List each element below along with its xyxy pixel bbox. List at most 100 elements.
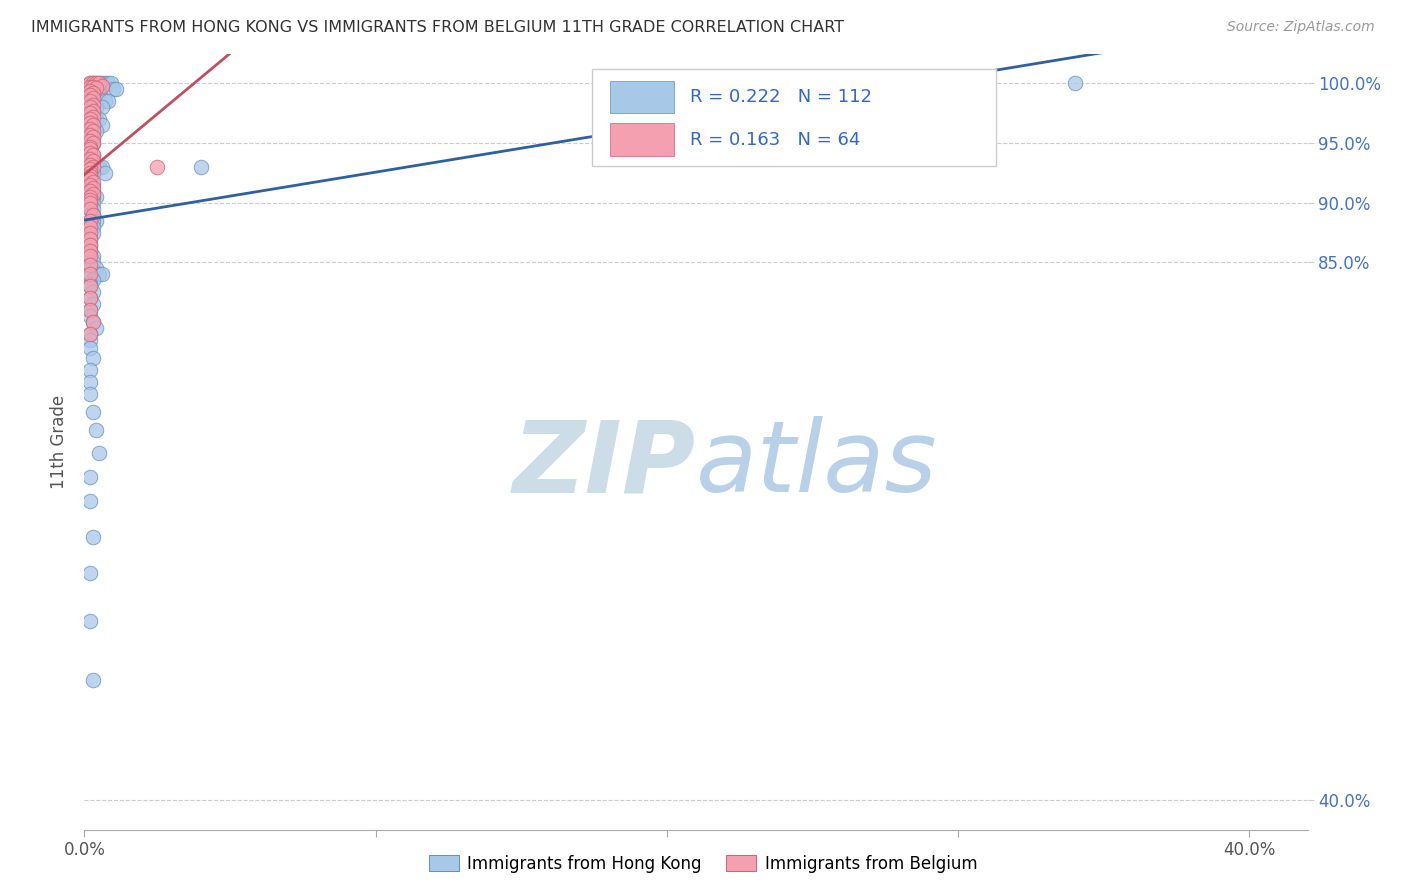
Point (82, 273, 104, 287)
Point (79, 172, 101, 186)
Point (93, 76, 115, 90)
Point (82, 110, 104, 124)
FancyBboxPatch shape (592, 69, 995, 166)
Point (82, 118, 104, 132)
Point (79, 139, 101, 153)
Point (82, 250, 104, 264)
FancyBboxPatch shape (610, 123, 673, 156)
Point (82, 112, 104, 127)
Point (79, 279, 101, 293)
Point (79, 279, 101, 293)
Point (84, 423, 107, 437)
Point (82, 190, 104, 204)
Point (79, 327, 101, 342)
Point (79, 231, 101, 245)
Point (84, 76, 107, 90)
Point (82, 76, 104, 90)
Point (79, 178, 101, 192)
Point (82, 130, 104, 145)
Point (82, 315, 104, 329)
Point (79, 277, 101, 291)
Point (82, 208, 104, 222)
Point (82, 136, 104, 150)
Point (79, 79, 101, 94)
Point (97, 76, 120, 90)
Point (79, 470, 101, 484)
Point (79, 106, 101, 120)
Point (82, 181, 104, 195)
Point (82, 86, 104, 100)
Point (79, 166, 101, 180)
Point (79, 152, 101, 166)
Point (82, 148, 104, 162)
Point (79, 202, 101, 216)
Point (84, 261, 107, 276)
Point (146, 160, 169, 174)
Point (82, 351, 104, 365)
Point (82, 100, 104, 114)
Point (82, 153, 104, 168)
Text: R = 0.163   N = 64: R = 0.163 N = 64 (690, 130, 860, 149)
Point (79, 219, 101, 234)
Point (79, 237, 101, 252)
Point (79, 142, 101, 156)
Point (87, 446, 110, 460)
Point (84, 81, 107, 95)
Point (79, 76, 101, 90)
Point (79, 162, 101, 177)
Point (97, 95, 120, 109)
Point (82, 202, 104, 216)
Point (79, 258, 101, 272)
Point (79, 130, 101, 145)
Point (87, 112, 110, 127)
Point (79, 202, 101, 216)
Point (79, 190, 101, 204)
Point (79, 76, 101, 90)
Point (82, 530, 104, 544)
Point (82, 130, 104, 145)
Point (84, 321, 107, 335)
Point (79, 250, 101, 264)
Point (79, 566, 101, 580)
Point (93, 166, 115, 180)
Text: atlas: atlas (696, 417, 938, 513)
Point (79, 363, 101, 377)
Point (79, 291, 101, 305)
Point (79, 153, 101, 168)
Point (82, 106, 104, 120)
Point (79, 309, 101, 323)
Point (82, 148, 104, 162)
Point (79, 231, 101, 245)
Point (82, 124, 104, 138)
Point (79, 213, 101, 227)
Point (82, 166, 104, 180)
Point (79, 178, 101, 192)
Point (82, 153, 104, 168)
Point (84, 160, 107, 174)
Point (82, 673, 104, 688)
Point (82, 405, 104, 419)
Point (105, 82, 128, 96)
Point (82, 184, 104, 198)
Point (82, 208, 104, 222)
Point (90, 118, 112, 132)
Point (79, 136, 101, 150)
Point (79, 226, 101, 240)
Point (79, 145, 101, 160)
Point (79, 386, 101, 401)
Point (79, 261, 101, 276)
Point (79, 226, 101, 240)
Point (79, 95, 101, 109)
Point (79, 494, 101, 508)
Point (82, 98, 104, 112)
Point (79, 134, 101, 148)
Point (82, 91, 104, 105)
Point (79, 255, 101, 269)
Point (79, 190, 101, 204)
Point (103, 82, 125, 96)
Text: R = 0.222   N = 112: R = 0.222 N = 112 (690, 88, 872, 106)
Point (79, 142, 101, 156)
Point (90, 160, 112, 174)
Point (84, 213, 107, 227)
Point (79, 142, 101, 156)
